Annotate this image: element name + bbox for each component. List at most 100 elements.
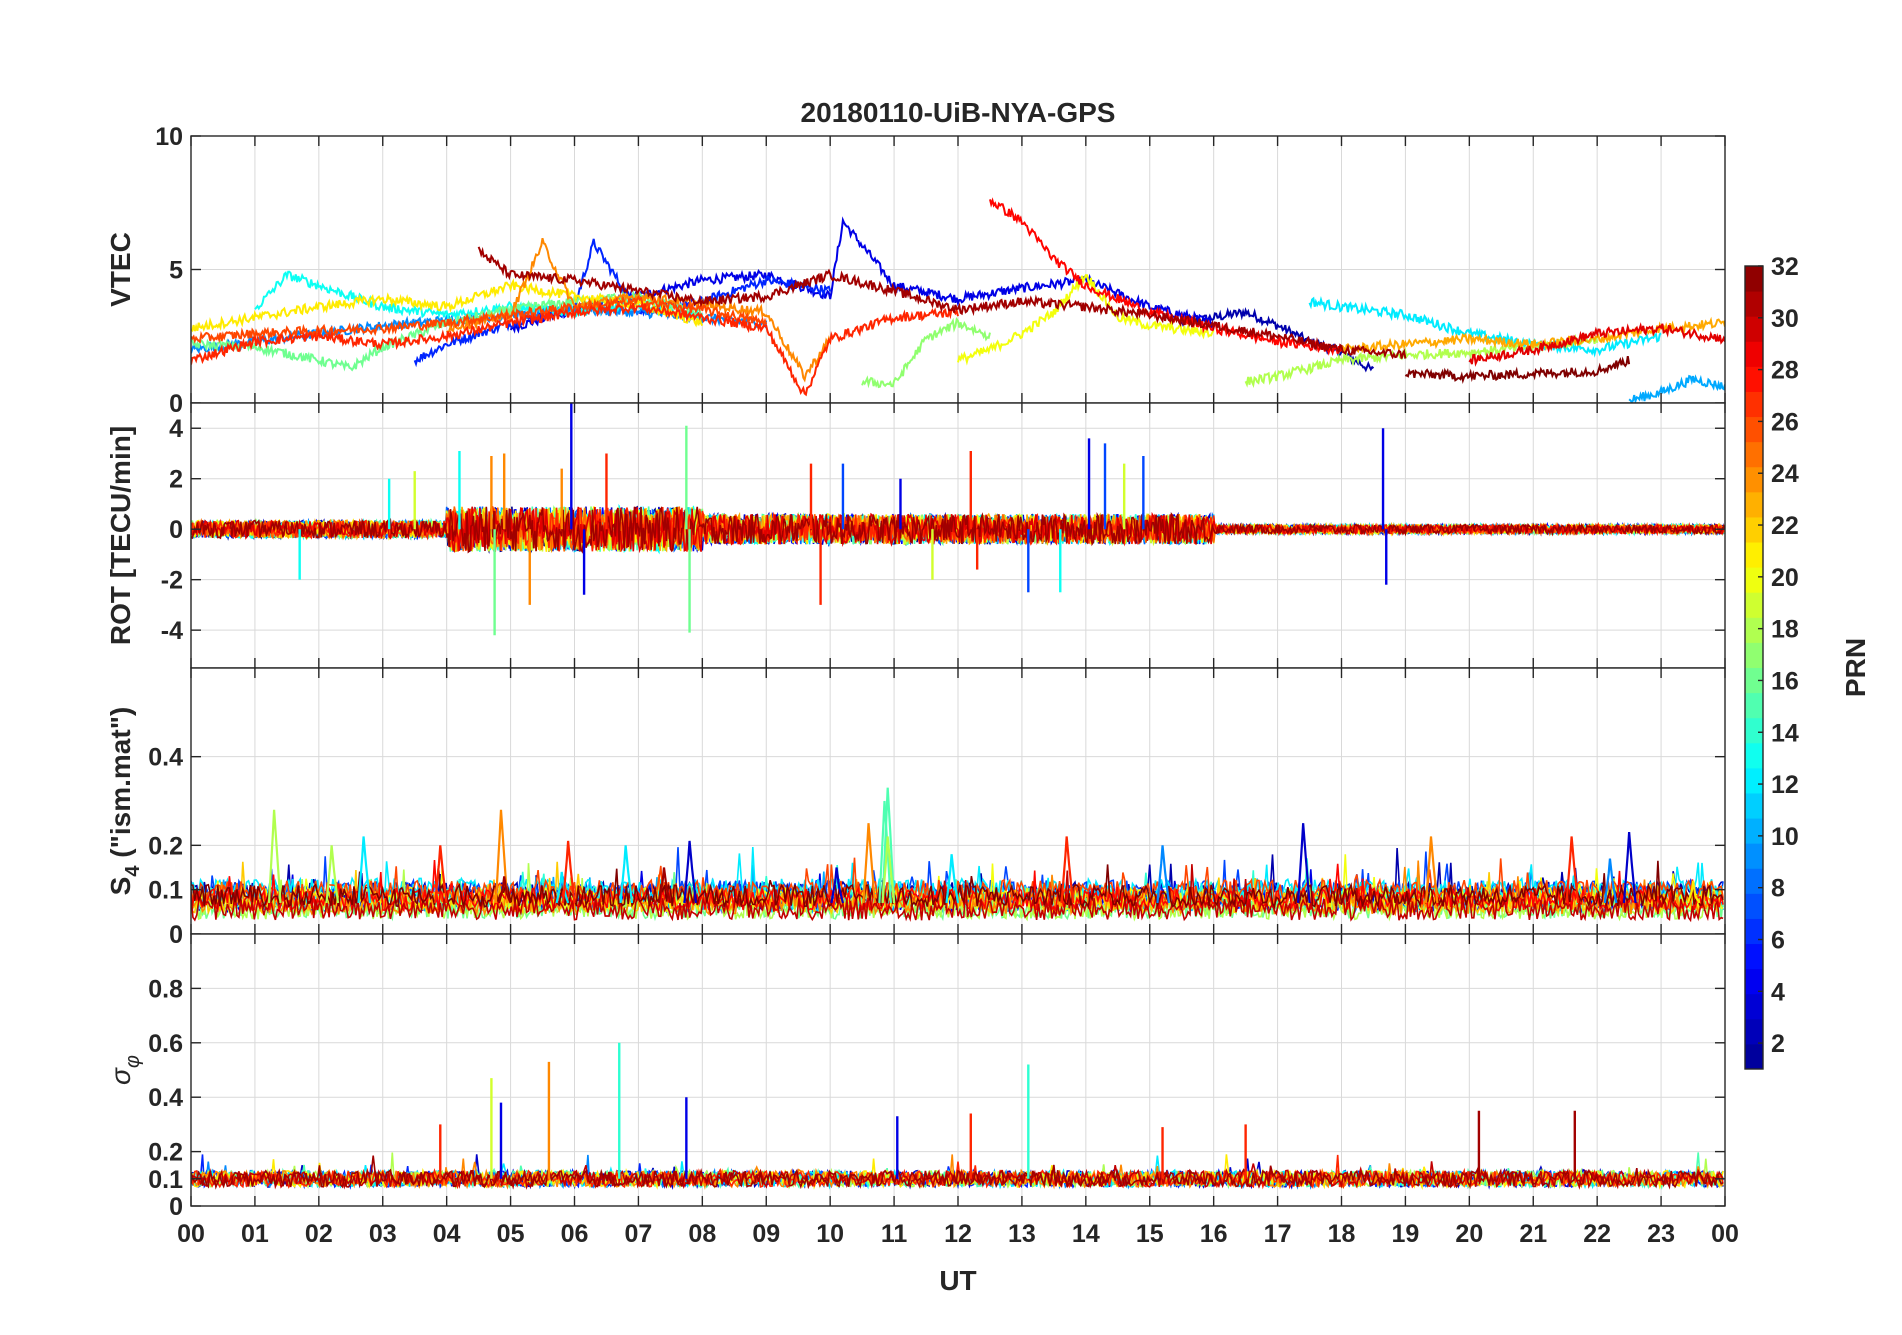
colorbar-segment [1745, 968, 1763, 995]
y-axis-label-sigma_phi: σφ [105, 1055, 144, 1085]
s4-peak-prn-3 [1296, 823, 1311, 904]
s4-peak-prn-31 [498, 876, 512, 904]
colorbar-tick-label: 26 [1771, 408, 1799, 436]
x-tick-label: 21 [1519, 1220, 1547, 1248]
y-tick-label: 5 [169, 257, 183, 285]
x-tick-label: 19 [1392, 1220, 1420, 1248]
y-axis-label-main: σ [105, 1067, 136, 1085]
x-tick-label: 17 [1264, 1220, 1292, 1248]
colorbar-segment [1745, 516, 1763, 543]
colorbar-segment [1745, 1018, 1763, 1045]
colorbar-segment [1745, 491, 1763, 518]
x-tick-label: 00 [177, 1220, 205, 1248]
y-tick-label: 0 [169, 1193, 183, 1221]
y-tick-label: -2 [161, 567, 183, 595]
y-tick-label: 0.4 [148, 1084, 183, 1112]
series-line-prn-31 [477, 246, 1407, 360]
panel-vtec: 0 5 10 VTEC [105, 123, 1726, 418]
s4-trace-prn-30 [191, 864, 1724, 923]
x-tick-label: 22 [1583, 1220, 1611, 1248]
rot-noise-prn-29 [191, 506, 1725, 554]
s4-peak-prn-27 [434, 845, 448, 904]
x-tick-label: 00 [1711, 1220, 1739, 1248]
x-tick-label: 02 [305, 1220, 333, 1248]
s4-peak-prn-24 [494, 809, 509, 904]
colorbar-segment [1745, 592, 1763, 618]
s4-peak-prn-15 [881, 787, 896, 904]
y-axis-label-sub: φ [122, 1055, 144, 1068]
y-tick-label: 0.8 [148, 975, 183, 1003]
colorbar-segment [1745, 441, 1763, 468]
s4-peak-prn-21 [1686, 880, 1701, 904]
s4-peak-prn-31 [657, 867, 672, 904]
y-tick-label: 0.6 [148, 1030, 183, 1058]
series-line-prn-24 [445, 237, 832, 383]
colorbar-segment [1745, 291, 1763, 317]
colorbar-segment [1745, 1043, 1763, 1070]
y-tick-label: 0 [169, 921, 183, 949]
y-tick-label: 10 [155, 123, 183, 151]
colorbar-segment [1745, 466, 1763, 493]
colorbar-tick-label: 8 [1771, 875, 1785, 903]
y-tick-label: 0.4 [148, 744, 183, 772]
series-line-prn-6 [413, 238, 832, 368]
panel-s4: 00.10.20.4S4 ("ism.mat") [105, 667, 1726, 949]
y-axis-label-rot: ROT [TECU/min] [105, 426, 136, 645]
colorbar-tick-label: 18 [1771, 616, 1799, 644]
series-group [191, 197, 1725, 403]
y-tick-label: 2 [169, 466, 183, 494]
s4-peak-prn-12 [945, 854, 960, 904]
s4-peak-prn-27 [1060, 836, 1075, 904]
rot-noise-prn-31 [191, 506, 1725, 554]
colorbar-segment [1745, 391, 1763, 418]
s4-peak-prn-18 [267, 809, 282, 904]
s4-peak-prn-12 [357, 836, 372, 904]
colorbar-segment [1745, 993, 1763, 1020]
series-group [191, 787, 1724, 923]
colorbar-tick-label: 4 [1771, 978, 1785, 1006]
series-group [191, 403, 1725, 636]
s4-peak-prn-12 [619, 845, 634, 904]
s4-peak-prn-12 [555, 871, 570, 904]
y-axis-label-sub: 4 [122, 865, 144, 877]
colorbar-segment [1745, 893, 1763, 919]
panel-rot: -4 -2 0 2 4 ROT [TECU/min] [105, 402, 1726, 669]
y-axis-label-s4: S4 ("ism.mat") [105, 707, 144, 896]
series-line-prn-29 [1468, 322, 1725, 367]
colorbar-segment [1745, 667, 1763, 694]
colorbar-segment [1745, 642, 1763, 668]
colorbar-segment [1745, 692, 1763, 719]
x-tick-label: 20 [1455, 1220, 1483, 1248]
colorbar-segment [1745, 843, 1763, 869]
y-tick-label: 0.1 [148, 1166, 183, 1194]
x-tick-label: 11 [881, 1220, 908, 1248]
s4-peak-prn-15 [878, 800, 892, 904]
series-line-prn-2 [1180, 307, 1375, 373]
colorbar-segment [1745, 366, 1763, 392]
x-tick-label: 04 [433, 1220, 461, 1248]
x-tick-label: 14 [1072, 1220, 1100, 1248]
colorbar-tick-label: 6 [1771, 926, 1785, 954]
series-line-prn-26 [191, 294, 768, 344]
x-tick-label: 10 [816, 1220, 844, 1248]
x-tick-label: 08 [688, 1220, 716, 1248]
x-tick-label: 16 [1200, 1220, 1228, 1248]
s4-peak-prn-24 [1424, 836, 1439, 904]
sigma-trace-prn-31 [191, 1155, 1724, 1190]
x-tick-label: 13 [1008, 1220, 1036, 1248]
colorbar-segment [1745, 868, 1763, 894]
s4-peak-prn-3 [830, 867, 845, 904]
colorbar-segment [1745, 818, 1763, 844]
sigma-trace-prn-27 [191, 1154, 1724, 1190]
colorbar-segment [1745, 341, 1763, 367]
colorbar-segment [1745, 416, 1763, 443]
chart-title: 20180110-UiB-NYA-GPS [801, 97, 1116, 128]
x-tick-label: 09 [752, 1220, 780, 1248]
y-axis-label-main: S [105, 877, 136, 896]
y-tick-label: -4 [161, 617, 183, 645]
colorbar-segment [1745, 717, 1763, 744]
y-tick-label: 0 [169, 390, 183, 418]
